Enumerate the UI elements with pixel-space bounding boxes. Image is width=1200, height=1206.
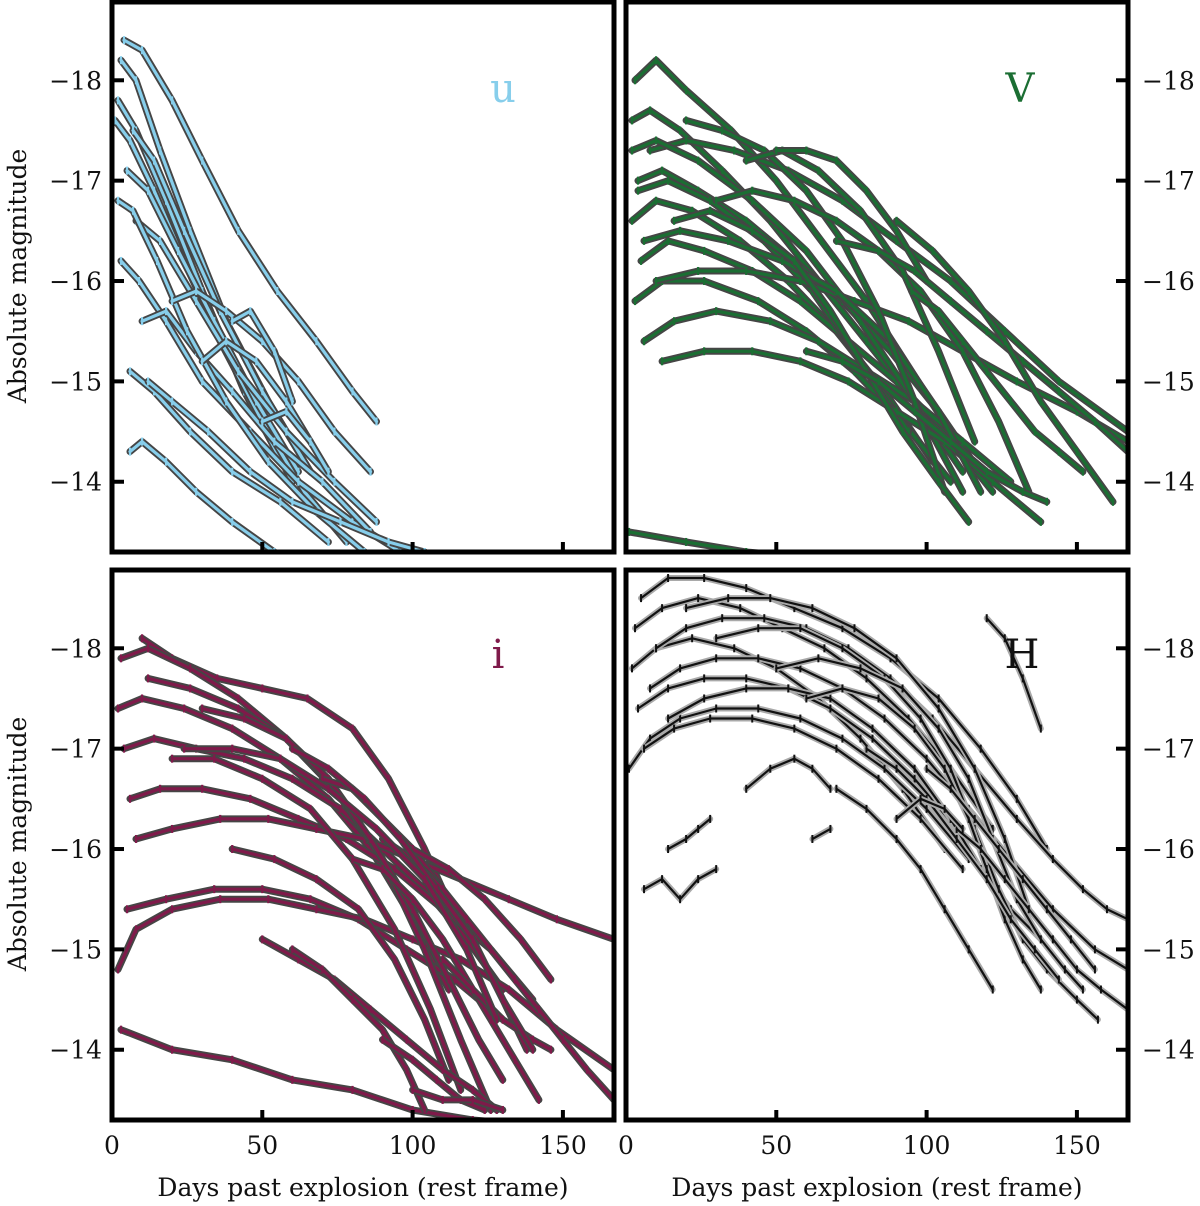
series-17-line: [260, 409, 330, 474]
panel-i-band: 0 50 100 150 −18 −17 −16 −15 −14 i Days past explo…: [3, 567, 617, 1202]
x-tick-label: 50: [760, 1131, 792, 1160]
series-22-line: [182, 747, 499, 1022]
series-17-line: [955, 827, 1128, 1011]
panel-frame: [109, 0, 617, 555]
x-tick-label: 150: [539, 1131, 587, 1160]
series-23-line: [985, 617, 1042, 730]
y-tick-label: −16: [1142, 835, 1195, 864]
series-12-line: [660, 349, 1043, 524]
y-tick-label: −15: [49, 935, 102, 964]
series-9-line: [128, 369, 330, 544]
series-5-line: [125, 169, 300, 474]
series-group: [112, 36, 429, 552]
y-tick-label: −18: [1142, 634, 1195, 663]
series-7-line: [131, 128, 312, 474]
series-22-line: [895, 797, 964, 831]
y-axis-label: Absolute magnitude: [3, 149, 32, 404]
series-24-line: [411, 1088, 505, 1112]
y-tick-label: −14: [1142, 1036, 1195, 1065]
series-11-line: [170, 757, 463, 1092]
y-tick-label: −15: [49, 367, 102, 396]
panel-u-band: −18 −17 −16 −15 −14 u Absolute magnitude: [3, 0, 617, 555]
series-5-line: [627, 707, 970, 861]
y-tick-label: −14: [1142, 468, 1195, 497]
panel-frame: [623, 567, 1131, 1123]
x-tick-label: 100: [903, 1131, 951, 1160]
panel-frame: [109, 567, 617, 1123]
y-tick-label: −17: [1142, 735, 1195, 764]
band-label: u: [490, 66, 516, 112]
series-18-line: [774, 148, 929, 283]
series-17-line: [350, 857, 541, 1102]
y-tick-label: −17: [1142, 167, 1195, 196]
series-group: [626, 574, 1128, 1024]
series-8-line: [116, 897, 614, 1072]
panel-h-band: 0 50 100 150 −18 −17 −16 −15 −14 H Days past explo…: [618, 567, 1195, 1202]
series-group: [114, 634, 614, 1120]
band-label: H: [1005, 632, 1040, 678]
y-tick-label: −16: [49, 267, 102, 296]
series-21-line: [290, 747, 535, 1052]
y-tick-label: −14: [49, 1036, 102, 1065]
x-axis-label: Days past explosion (rest frame): [671, 1173, 1082, 1202]
x-tick-label: 100: [389, 1131, 437, 1160]
series-11-line: [116, 199, 367, 552]
series-23-line: [909, 289, 1085, 474]
series-15-line: [290, 947, 427, 1112]
panel-v-band: −18 −17 −16 −15 −14 V: [623, 0, 1195, 555]
y-tick-label: −17: [49, 167, 102, 196]
x-tick-label: 0: [618, 1131, 634, 1160]
y-tick-label: −18: [49, 66, 102, 95]
y-tick-label: −18: [1142, 66, 1195, 95]
series-15-line: [865, 747, 1061, 981]
x-tick-label: 50: [246, 1131, 278, 1160]
x-axis-label: Days past explosion (rest frame): [157, 1173, 568, 1202]
y-tick-label: −16: [49, 835, 102, 864]
panel-frame: [623, 0, 1131, 555]
series-12-outline: [658, 347, 1045, 526]
series-14-line: [260, 937, 499, 1112]
series-group: [626, 56, 1128, 552]
y-tick-label: −15: [1142, 935, 1195, 964]
y-tick-label: −14: [49, 468, 102, 497]
band-label: i: [492, 632, 505, 678]
series-12-line: [146, 379, 427, 552]
series-20-line: [804, 349, 1049, 504]
series-16-line: [230, 309, 294, 404]
series-2-line: [633, 596, 994, 831]
series-15-line: [128, 440, 276, 552]
y-tick-label: −18: [49, 634, 102, 663]
x-tick-label: 0: [104, 1131, 120, 1160]
band-label: V: [1005, 66, 1036, 112]
series-19-line: [666, 817, 712, 851]
y-tick-label: −16: [1142, 267, 1195, 296]
y-tick-label: −15: [1142, 367, 1195, 396]
series-10-line: [684, 596, 1030, 911]
y-axis-label: Absolute magnitude: [3, 717, 32, 972]
x-tick-label: 150: [1053, 1131, 1101, 1160]
series-20-line: [811, 827, 832, 841]
y-tick-label: −17: [49, 735, 102, 764]
series-16-line: [925, 767, 1097, 971]
